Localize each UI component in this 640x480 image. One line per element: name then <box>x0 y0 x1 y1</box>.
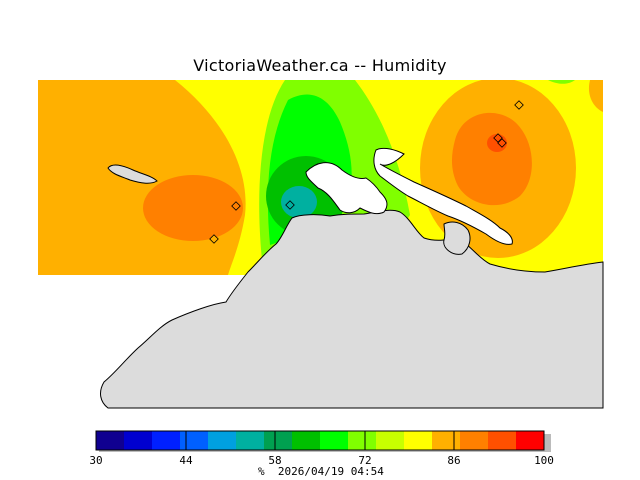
legend-unit: % <box>258 465 265 478</box>
color-scale-swatch <box>96 431 125 450</box>
color-scale-frame <box>95 430 545 451</box>
color-scale-swatch <box>516 431 545 450</box>
inlet-outline <box>305 162 388 215</box>
station-marker[interactable] <box>209 234 219 244</box>
color-scale-swatch <box>208 431 237 450</box>
legend-tick: 100 <box>534 454 554 467</box>
inlet-branch <box>443 221 471 255</box>
inlet-channel <box>373 147 513 245</box>
station-marker[interactable] <box>514 100 524 110</box>
map-title: VictoriaWeather.ca -- Humidity <box>193 56 447 75</box>
color-scale-swatch <box>348 431 377 450</box>
color-scale-swatch <box>236 431 265 450</box>
color-scale-swatch <box>124 431 153 450</box>
color-scale-swatch <box>152 431 181 450</box>
color-scale-swatch <box>180 431 209 450</box>
station-marker[interactable] <box>285 200 295 210</box>
station-markers <box>209 100 524 244</box>
island-outline <box>107 164 158 184</box>
color-scale-swatch <box>404 431 433 450</box>
legend-tick: 30 <box>89 454 103 467</box>
legend-tick: 58 <box>268 454 282 467</box>
legend-tick: 86 <box>447 454 461 467</box>
color-scale-swatch <box>376 431 405 450</box>
legend-tick: 44 <box>179 454 193 467</box>
color-scale <box>95 430 551 452</box>
legend-caption: % 2026/04/19 04:54 <box>258 465 384 478</box>
timestamp: 2026/04/19 04:54 <box>277 465 384 478</box>
color-scale-swatch <box>264 431 293 450</box>
color-scale-swatch <box>460 431 489 450</box>
color-scale-swatch <box>292 431 321 450</box>
station-marker[interactable] <box>497 138 507 148</box>
color-scale-swatch <box>432 431 461 450</box>
land-mass <box>100 209 604 409</box>
legend-tick: 72 <box>358 454 372 467</box>
color-scale-swatch <box>488 431 517 450</box>
color-scale-swatch <box>320 431 349 450</box>
station-marker[interactable] <box>231 201 241 211</box>
